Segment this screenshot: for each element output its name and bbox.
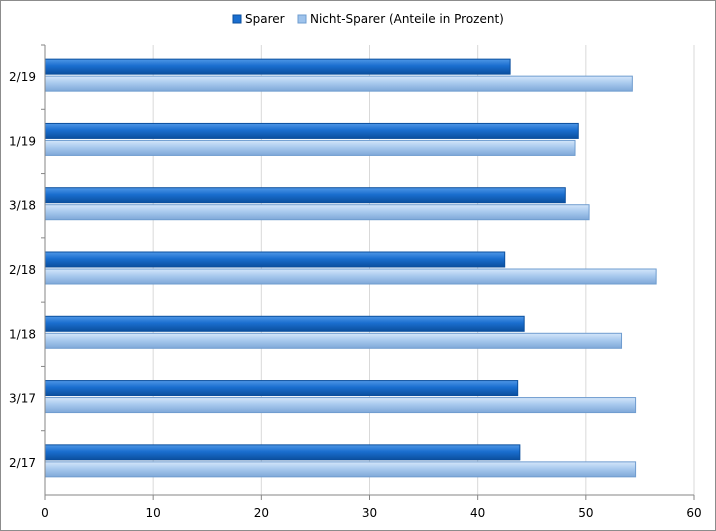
x-tick-label: 0 xyxy=(41,506,49,520)
bar-nicht-sparer-2-19 xyxy=(44,75,633,92)
y-tick-label: 1/19 xyxy=(9,134,36,148)
x-tick-label: 10 xyxy=(146,506,161,520)
bar-nicht-sparer-2-17 xyxy=(44,461,637,478)
bar-sparer-3-17 xyxy=(44,380,519,397)
bar-sparer-3-18 xyxy=(44,187,566,204)
x-tick-label: 50 xyxy=(578,506,593,520)
bar-sparer-2-19 xyxy=(44,58,511,75)
legend-swatch-nicht-sparer xyxy=(297,14,307,24)
axes: 2/19 1/19 3/18 2/18 1/18 3/17 2/17 0 10 20 30 40 50 6… xyxy=(9,44,702,520)
bar-nicht-sparer-3-18 xyxy=(44,204,590,221)
legend-swatch-sparer xyxy=(232,14,242,24)
y-tick-label: 1/18 xyxy=(9,327,36,341)
y-tick-label: 2/18 xyxy=(9,263,36,277)
y-tick-label: 3/18 xyxy=(9,199,36,213)
x-tick-label: 60 xyxy=(686,506,701,520)
bar-nicht-sparer-1-18 xyxy=(44,332,623,349)
bar-sparer-1-19 xyxy=(44,122,579,139)
bar-sparer-2-18 xyxy=(44,251,506,268)
bar-sparer-2-17 xyxy=(44,444,521,461)
x-tick-label: 20 xyxy=(254,506,269,520)
bar-nicht-sparer-3-17 xyxy=(44,397,637,414)
legend-label-nicht-sparer: Nicht-Sparer (Anteile in Prozent) xyxy=(310,12,504,26)
x-tick-label: 40 xyxy=(470,506,485,520)
bar-nicht-sparer-1-19 xyxy=(44,139,576,156)
y-tick-label: 2/19 xyxy=(9,70,36,84)
legend: Sparer Nicht-Sparer (Anteile in Prozent) xyxy=(232,12,504,26)
bar-sparer-1-18 xyxy=(44,315,525,332)
y-tick-label: 2/17 xyxy=(9,456,36,470)
legend-label-sparer: Sparer xyxy=(245,12,285,26)
bars xyxy=(44,58,657,478)
x-tick-label: 30 xyxy=(362,506,377,520)
y-tick-label: 3/17 xyxy=(9,392,36,406)
bar-nicht-sparer-2-18 xyxy=(44,268,657,285)
